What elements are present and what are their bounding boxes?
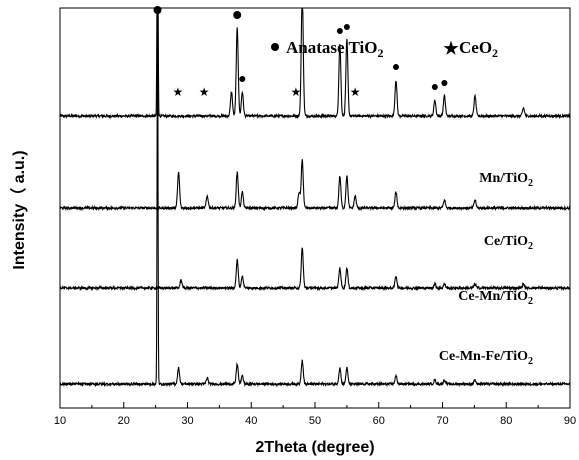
legend-ceo2-marker: ★: [443, 39, 459, 58]
x-tick-label: 70: [436, 415, 448, 427]
anatase-marker: [336, 28, 343, 34]
x-axis-title: 2Theta (degree): [255, 439, 374, 456]
x-tick-label: 20: [118, 415, 130, 427]
series-label-subscript: 2: [528, 178, 533, 189]
series-label-text: Ce-Mn-Fe/TiO: [439, 349, 528, 364]
legend-anatase-marker: [271, 43, 279, 51]
peak-markers: ★ ★ ★ ★: [153, 6, 448, 99]
series-label-subscript: 2: [528, 356, 533, 367]
ceo2-marker: ★: [290, 85, 301, 99]
x-tick-label: 60: [373, 415, 385, 427]
series-line-4: [59, 7, 571, 388]
legend-ceo2-text: CeO: [459, 38, 492, 57]
x-tick-label: 10: [54, 415, 66, 427]
anatase-marker: [239, 76, 246, 82]
series-label-text: Ce/TiO: [484, 234, 528, 249]
series-label-2: Ce/TiO2: [484, 234, 533, 252]
x-tick-label: 50: [309, 415, 321, 427]
legend-ceo2-label: CeO2: [459, 38, 498, 60]
anatase-marker: [343, 24, 350, 30]
anatase-marker: [392, 64, 399, 70]
legend-anatase-label: Anatase TiO2: [286, 38, 383, 60]
series-label-text: Ce-Mn/TiO: [458, 289, 528, 304]
x-tick-label: 40: [245, 415, 257, 427]
series-label-subscript: 2: [528, 241, 533, 252]
series-line-3: [59, 247, 571, 292]
legend-anatase-text: Anatase TiO: [286, 38, 377, 57]
ceo2-marker: ★: [199, 85, 210, 99]
anatase-marker: [431, 84, 438, 90]
x-axis-ticks: 10 20 30 40 50 60 70 80 90: [54, 402, 576, 427]
series-label-1: Mn/TiO2: [479, 171, 533, 189]
series-label-subscript: 2: [528, 296, 533, 307]
y-axis-title: Intensity（ a.u.): [10, 150, 28, 269]
series-label-text: Mn/TiO: [479, 171, 528, 186]
series-label-4: Ce-Mn-Fe/TiO2: [439, 349, 533, 367]
legend: Anatase TiO2 ★ CeO2: [271, 38, 498, 60]
ceo2-marker: ★: [350, 85, 361, 99]
legend-ceo2-sub: 2: [492, 46, 498, 60]
series-layer: [59, 7, 571, 388]
x-tick-label: 90: [564, 415, 576, 427]
ceo2-marker: ★: [173, 85, 184, 99]
x-tick-label: 80: [500, 415, 512, 427]
anatase-marker: [441, 80, 448, 86]
x-tick-label: 30: [181, 415, 193, 427]
series-line-2: [59, 159, 571, 212]
legend-anatase-sub: 2: [377, 46, 383, 60]
anatase-marker: [153, 6, 162, 14]
series-line-1: [59, 7, 571, 120]
series-label-3: Ce-Mn/TiO2: [458, 289, 533, 307]
anatase-marker: [233, 11, 242, 19]
